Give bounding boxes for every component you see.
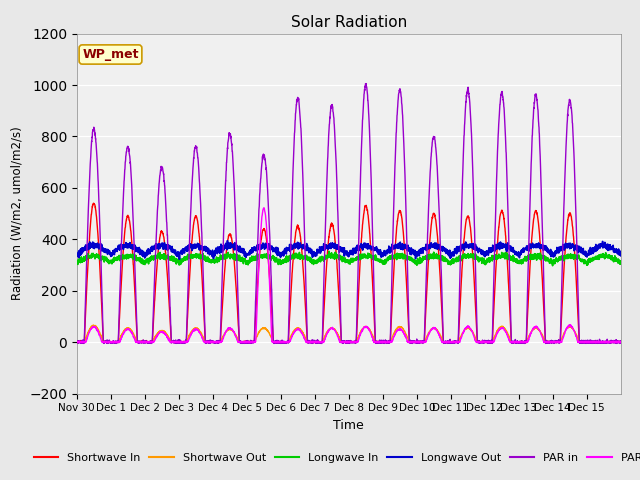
X-axis label: Time: Time <box>333 419 364 432</box>
Text: WP_met: WP_met <box>82 48 139 61</box>
Legend: Shortwave In, Shortwave Out, Longwave In, Longwave Out, PAR in, PAR out: Shortwave In, Shortwave Out, Longwave In… <box>29 448 640 467</box>
Title: Solar Radiation: Solar Radiation <box>291 15 407 30</box>
Y-axis label: Radiation (W/m2, umol/m2/s): Radiation (W/m2, umol/m2/s) <box>11 127 24 300</box>
